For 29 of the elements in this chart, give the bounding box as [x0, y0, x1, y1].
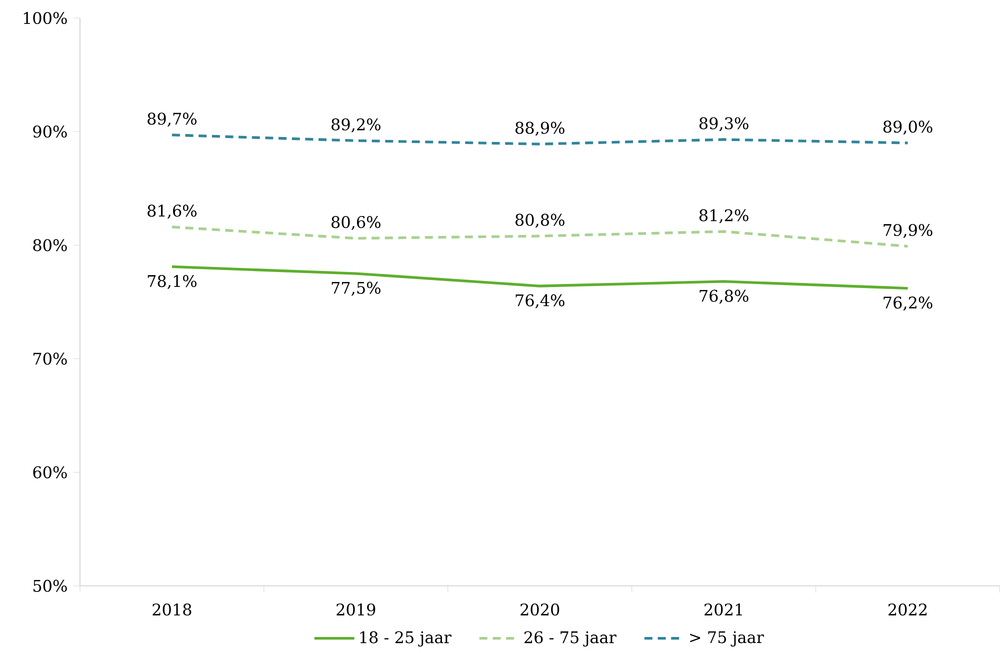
- data-label: 77,5%: [332, 282, 380, 296]
- data-label: 89,7%: [148, 112, 196, 127]
- x-tick-label: 2020: [520, 604, 560, 616]
- y-tick-label: 100%: [24, 12, 67, 24]
- data-label: 88,9%: [516, 122, 564, 136]
- legend-label: > 75 jaar: [690, 631, 764, 647]
- data-label: 81,6%: [148, 204, 196, 219]
- data-label: 79,9%: [884, 224, 932, 238]
- data-label: 80,6%: [332, 216, 380, 230]
- data-label: 80,8%: [516, 214, 564, 228]
- x-tick-label: 2022: [888, 604, 927, 616]
- y-tick-label: 90%: [33, 126, 67, 138]
- data-label: 89,2%: [332, 118, 380, 132]
- y-tick-label: 80%: [33, 239, 67, 252]
- legend-label: 26 - 75 jaar: [524, 631, 616, 647]
- data-label: 89,0%: [883, 120, 932, 135]
- y-tick-label: 60%: [33, 466, 67, 478]
- x-tick-label: 2019: [336, 604, 376, 616]
- y-tick-label: 50%: [34, 580, 67, 592]
- data-label: 89,3%: [699, 117, 748, 132]
- x-tick-label: 2021: [704, 604, 742, 616]
- y-tick-label: 70%: [34, 352, 67, 365]
- data-label: 76,8%: [700, 290, 748, 304]
- x-tick-label: 2018: [152, 604, 192, 616]
- data-label: 76,2%: [884, 296, 932, 311]
- legend-label: 18 - 25 jaar: [360, 631, 452, 647]
- data-label: 78,1%: [148, 275, 196, 290]
- data-label: 81,2%: [699, 209, 748, 224]
- data-label: 76,4%: [516, 294, 564, 308]
